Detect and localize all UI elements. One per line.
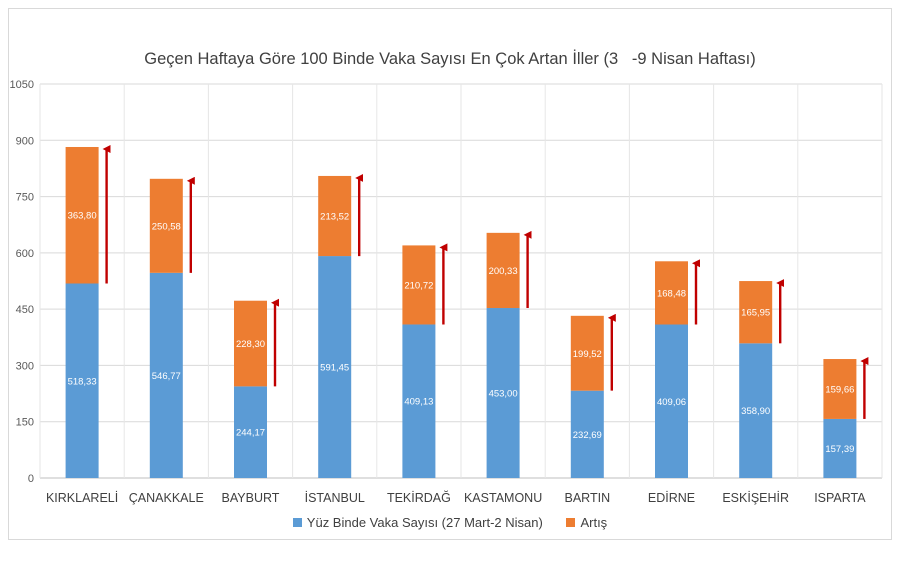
- data-label: 409,13: [404, 397, 433, 408]
- legend-label-series-2: Artış: [580, 515, 608, 530]
- data-label: 232,69: [573, 430, 602, 441]
- bar-increase: [486, 232, 520, 309]
- bar-base: [823, 418, 857, 478]
- bar-increase: [65, 146, 99, 284]
- data-label: 250,58: [152, 221, 181, 232]
- x-tick-label: ÇANAKKALE: [129, 491, 204, 505]
- chart-title: Geçen Haftaya Göre 100 Binde Vaka Sayısı…: [144, 50, 756, 68]
- x-tick-label: BAYBURT: [222, 491, 280, 505]
- bar-base: [234, 386, 267, 478]
- bar-base: [570, 390, 604, 478]
- data-label: 244,17: [236, 428, 265, 439]
- y-tick-label: 0: [28, 473, 34, 485]
- y-tick-label: 750: [16, 192, 34, 204]
- bar-increase: [739, 281, 773, 344]
- y-tick-label: 300: [16, 360, 34, 372]
- x-tick-label: KASTAMONU: [464, 491, 542, 505]
- data-label: 165,95: [741, 308, 770, 319]
- bar-increase: [234, 300, 267, 387]
- x-tick-label: BARTIN: [564, 491, 610, 505]
- data-label: 453,00: [489, 389, 518, 400]
- data-label: 199,52: [573, 349, 602, 360]
- data-label: 363,80: [68, 211, 97, 222]
- legend-swatch-blue: [292, 518, 302, 527]
- legend-swatch-orange: [566, 518, 576, 527]
- data-label: 518,33: [68, 376, 97, 387]
- bar-increase: [655, 261, 688, 325]
- bar-increase: [402, 245, 436, 325]
- y-tick-label: 450: [16, 304, 34, 316]
- y-tick-label: 1050: [10, 79, 34, 91]
- data-label: 228,30: [236, 339, 265, 350]
- data-label: 546,77: [152, 371, 181, 382]
- bar-base: [739, 343, 773, 478]
- bar-increase: [823, 359, 857, 419]
- y-tick-label: 600: [16, 248, 34, 260]
- bar-base: [402, 324, 436, 478]
- bar-increase: [318, 175, 352, 257]
- data-label: 168,48: [657, 288, 686, 299]
- x-tick-label: KIRKLARELİ: [46, 491, 118, 505]
- bar-base: [655, 324, 688, 478]
- data-label: 159,66: [825, 384, 854, 395]
- chart-legend: Yüz Binde Vaka Sayısı (27 Mart-2 Nisan) …: [0, 515, 900, 530]
- bar-increase: [149, 178, 183, 273]
- legend-label-series-1: Yüz Binde Vaka Sayısı (27 Mart-2 Nisan): [306, 515, 543, 530]
- chart-frame: [8, 8, 892, 540]
- x-tick-label: ISPARTA: [814, 491, 866, 505]
- data-label: 409,06: [657, 397, 686, 408]
- y-tick-label: 150: [16, 417, 34, 429]
- data-label: 358,90: [741, 406, 770, 417]
- bar-base: [486, 308, 520, 478]
- x-tick-label: EDİRNE: [648, 491, 695, 505]
- data-label: 210,72: [404, 280, 433, 291]
- bar-base: [65, 283, 99, 478]
- data-label: 213,52: [320, 212, 349, 223]
- data-label: 200,33: [489, 266, 518, 277]
- y-tick-label: 900: [16, 135, 34, 147]
- data-label: 157,39: [825, 444, 854, 455]
- x-tick-label: TEKİRDAĞ: [387, 490, 451, 505]
- legend-item-series-1: Yüz Binde Vaka Sayısı (27 Mart-2 Nisan): [292, 515, 543, 530]
- bar-base: [149, 272, 183, 478]
- bar-base: [318, 256, 352, 478]
- x-tick-label: İSTANBUL: [305, 491, 365, 505]
- data-label: 591,45: [320, 363, 349, 374]
- bar-increase: [570, 315, 604, 391]
- x-tick-label: ESKİŞEHİR: [722, 491, 789, 505]
- legend-item-series-2: Artış: [566, 515, 607, 530]
